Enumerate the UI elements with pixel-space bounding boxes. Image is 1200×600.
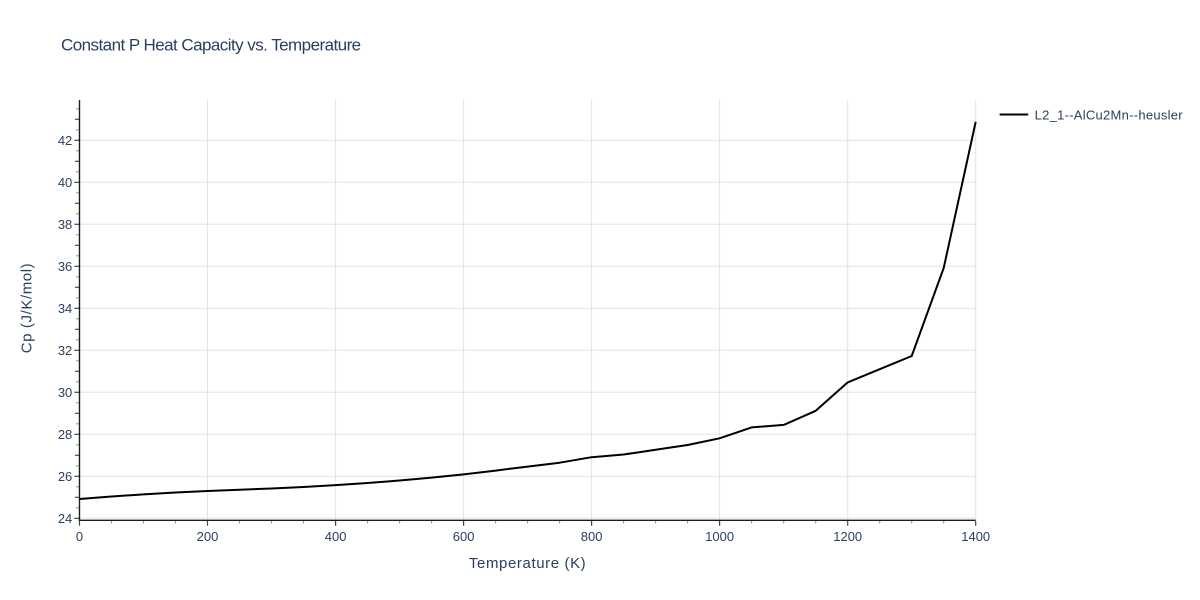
svg-text:Cp (J/K/mol): Cp (J/K/mol) (19, 263, 36, 354)
svg-text:1000: 1000 (705, 529, 734, 544)
svg-text:600: 600 (453, 529, 475, 544)
svg-text:26: 26 (58, 469, 72, 484)
svg-text:0: 0 (76, 529, 83, 544)
svg-text:40: 40 (58, 175, 72, 190)
svg-text:24: 24 (58, 511, 72, 526)
svg-text:1400: 1400 (961, 529, 990, 544)
svg-text:38: 38 (58, 217, 72, 232)
svg-text:400: 400 (325, 529, 347, 544)
svg-text:L2_1--AlCu2Mn--heusler: L2_1--AlCu2Mn--heusler (1035, 107, 1184, 122)
svg-text:32: 32 (58, 343, 72, 358)
svg-text:28: 28 (58, 427, 72, 442)
svg-text:36: 36 (58, 259, 72, 274)
svg-text:30: 30 (58, 385, 72, 400)
svg-text:1200: 1200 (833, 529, 862, 544)
svg-text:42: 42 (58, 133, 72, 148)
svg-text:Constant P Heat Capacity vs. T: Constant P Heat Capacity vs. Temperature (61, 36, 361, 55)
svg-text:34: 34 (58, 301, 72, 316)
svg-text:200: 200 (197, 529, 219, 544)
svg-text:Temperature (K): Temperature (K) (469, 555, 586, 572)
svg-text:800: 800 (581, 529, 603, 544)
